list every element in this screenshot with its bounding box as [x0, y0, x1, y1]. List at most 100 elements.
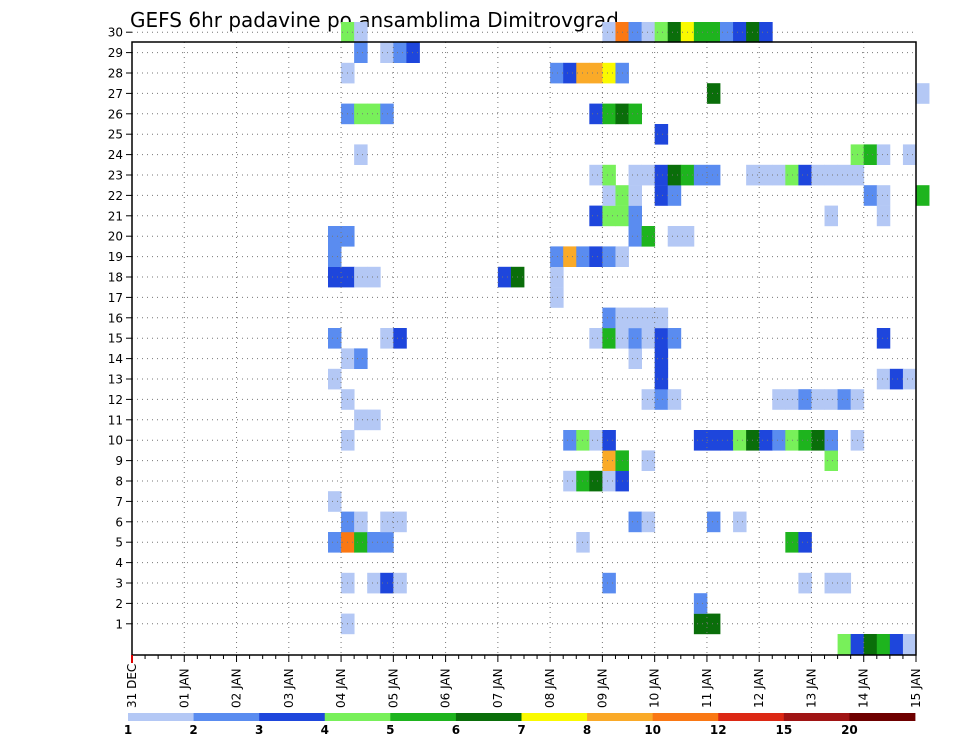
heat-cell: [589, 328, 603, 349]
x-tick-label: 03 JAN: [282, 668, 296, 708]
heat-cell: [706, 511, 721, 533]
heat-cell: [354, 22, 368, 43]
x-tick-label: 14 JAN: [857, 668, 871, 708]
heat-cell: [811, 389, 825, 410]
heat-cell: [550, 287, 564, 308]
heat-cell: [824, 572, 838, 594]
heat-cell: [576, 62, 590, 84]
heat-cell: [602, 572, 616, 594]
y-tick-label: 1: [115, 617, 123, 631]
y-tick-label: 17: [108, 291, 123, 305]
heat-cell: [876, 144, 891, 165]
heat-cell: [837, 389, 852, 410]
colorbar-segment: [324, 713, 391, 721]
x-tick-label: 01 JAN: [177, 668, 191, 708]
heat-cell: [589, 205, 603, 227]
heat-cell: [563, 246, 577, 267]
heat-cell: [733, 22, 747, 43]
heat-cell: [759, 430, 773, 451]
heat-cell: [706, 430, 721, 451]
colorbar-label: 10: [644, 723, 661, 737]
heat-cell: [563, 62, 577, 84]
heat-cell: [654, 389, 669, 410]
heat-cell: [602, 307, 616, 329]
heat-cell: [563, 470, 577, 492]
heat-cell: [693, 593, 708, 614]
y-tick-label: 16: [108, 311, 123, 325]
heat-cell: [550, 266, 564, 288]
heat-cell: [889, 368, 904, 390]
heat-cell: [576, 470, 590, 492]
heat-cell: [328, 532, 342, 553]
heat-cell: [667, 164, 682, 186]
colorbar-segment: [521, 713, 588, 721]
colorbar-label: 8: [583, 723, 591, 737]
heat-cell: [602, 205, 616, 227]
heat-cell: [720, 22, 734, 43]
heat-cell: [602, 164, 616, 186]
heat-cell: [393, 511, 407, 533]
heat-cell: [811, 430, 825, 451]
heat-cell: [354, 409, 368, 431]
heat-cell: [824, 450, 838, 471]
heat-cell: [602, 450, 616, 471]
y-tick-label: 18: [108, 271, 123, 285]
heat-cell: [772, 389, 786, 410]
heat-cell: [876, 368, 891, 390]
heat-cell: [393, 328, 407, 349]
heat-cell: [354, 532, 368, 553]
heat-cell: [641, 307, 656, 329]
heat-cell: [693, 613, 708, 635]
heat-cell: [824, 205, 838, 227]
heat-cell: [354, 348, 368, 369]
heat-cell: [602, 103, 616, 125]
heat-cell: [654, 348, 669, 369]
heat-cell: [850, 634, 865, 655]
colorbar-segment: [652, 713, 719, 721]
heat-cell: [367, 103, 381, 125]
heat-cell: [628, 22, 642, 43]
y-tick-label: 24: [108, 148, 123, 162]
heat-cell: [497, 266, 512, 288]
x-tick-label: 07 JAN: [491, 668, 505, 708]
heat-cell: [720, 430, 734, 451]
colorbar-label: 4: [321, 723, 329, 737]
y-tick-label: 13: [108, 373, 123, 387]
heat-cell: [876, 634, 891, 655]
colorbar-segment: [193, 713, 260, 721]
x-tick-label: 10 JAN: [648, 668, 662, 708]
colorbar-segment: [783, 713, 850, 721]
y-tick-label: 7: [115, 495, 123, 509]
heat-cell: [654, 164, 669, 186]
y-tick-label: 4: [115, 556, 123, 570]
heat-cell: [654, 328, 669, 349]
x-tick-label: 05 JAN: [386, 668, 400, 708]
heat-cell: [667, 22, 682, 43]
colorbar-segment: [849, 713, 916, 721]
colorbar-label: 1: [124, 723, 132, 737]
heat-cell: [576, 430, 590, 451]
heat-cell: [706, 22, 721, 43]
heat-cell: [328, 328, 342, 349]
heat-cell: [654, 22, 669, 43]
heat-cell: [641, 22, 656, 43]
heat-cell: [328, 368, 342, 390]
heat-cell: [641, 450, 656, 471]
heat-cell: [811, 164, 825, 186]
heat-cell: [798, 389, 812, 410]
heat-cell: [354, 266, 368, 288]
heat-cell: [863, 634, 878, 655]
y-tick-label: 19: [108, 250, 123, 264]
heat-cell: [706, 164, 721, 186]
y-tick-label: 11: [108, 413, 123, 427]
heat-cell: [916, 185, 930, 206]
x-tick-label: 06 JAN: [439, 668, 453, 708]
heat-cell: [654, 124, 669, 145]
y-tick-label: 29: [108, 46, 123, 60]
heat-cell: [328, 266, 342, 288]
y-tick-label: 8: [115, 475, 123, 489]
heat-cell: [733, 430, 747, 451]
colorbar-label: 5: [386, 723, 394, 737]
heat-cell: [602, 246, 616, 267]
